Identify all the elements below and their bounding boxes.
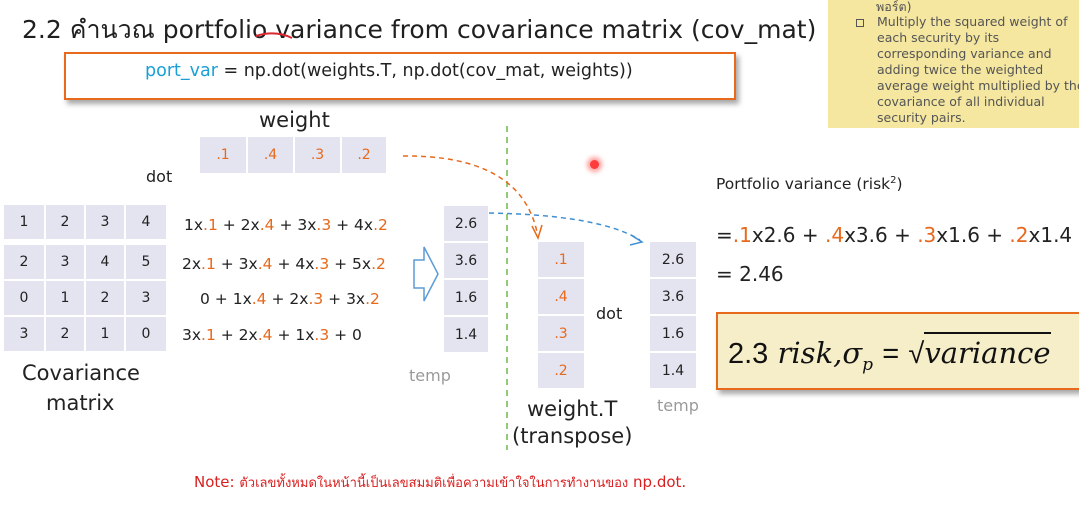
expansion-row: 2x.1 + 3x.4 + 4x.3 + 5x.2 xyxy=(182,255,386,273)
weight-t-label-line1: weight.T xyxy=(527,397,618,421)
dot-label: dot xyxy=(146,167,173,186)
cov-cell: 3 xyxy=(86,205,124,239)
cov-cell: 2 xyxy=(46,317,84,351)
temp-label: temp xyxy=(657,396,699,415)
cov-cell: 2 xyxy=(4,245,44,279)
weight-t-cell: .1 xyxy=(538,242,584,277)
weight-label: weight xyxy=(259,108,330,132)
cov-cell: 0 xyxy=(4,281,44,315)
risk-formula: 2.3 risk,σp = √variance xyxy=(728,332,1051,375)
expansion-row: 0 + 1x.4 + 2x.3 + 3x.2 xyxy=(200,290,380,308)
section-number: 2.2 xyxy=(22,15,62,44)
temp-label: temp xyxy=(409,366,451,385)
code-line: port_var = np.dot(weights.T, np.dot(cov_… xyxy=(145,61,633,81)
page-title: 2.2 คำนวณ portfolio variance from covari… xyxy=(22,10,816,50)
expansion-row: 3x.1 + 2x.4 + 1x.3 + 0 xyxy=(182,326,362,344)
title-thai: คำนวณ xyxy=(69,15,155,44)
cov-cell: 1 xyxy=(4,205,44,239)
code-expression: = np.dot(weights.T, np.dot(cov_mat, weig… xyxy=(223,61,633,81)
weight-cell: .1 xyxy=(200,137,246,173)
temp-cell: 3.6 xyxy=(444,243,488,278)
cov-cell: 1 xyxy=(46,281,84,315)
note-text: Multiply the squared weight of each secu… xyxy=(877,14,1079,125)
code-box xyxy=(64,52,736,100)
cov-cell: 2 xyxy=(46,205,84,239)
right-arrow-icon xyxy=(413,246,439,302)
cov-cell: 4 xyxy=(86,245,124,279)
cov-cell: 1 xyxy=(86,317,124,351)
bottom-note: Note: ตัวเลขทั้งหมดในหน้านี้เป็นเลขสมมติ… xyxy=(194,473,687,491)
temp-cell: 1.4 xyxy=(444,317,488,352)
cov-cell: 0 xyxy=(126,317,166,351)
weight-t-cell: .3 xyxy=(538,316,584,351)
pv-formula: =.1x2.6 + .4x3.6 + .3x1.6 + .2x1.4 xyxy=(716,223,1073,247)
bullet-icon xyxy=(856,19,864,27)
code-variable: port_var xyxy=(145,61,218,81)
cov-cell: 3 xyxy=(126,281,166,315)
weight-t-label-line2: (transpose) xyxy=(512,424,633,448)
note-top-text: พอร์ต) xyxy=(876,0,912,14)
weight-t-cell: .2 xyxy=(538,353,584,388)
title-text: portfolio variance from covariance matri… xyxy=(162,15,817,44)
cov-cell: 3 xyxy=(4,317,44,351)
cov-cell: 2 xyxy=(86,281,124,315)
pv-label: Portfolio variance (risk2) xyxy=(716,175,903,194)
weight-cell: .4 xyxy=(248,137,293,173)
pv-result: = 2.46 xyxy=(716,262,784,286)
temp-cell: 1.6 xyxy=(650,316,696,351)
cov-label-line1: Covariance xyxy=(22,361,140,385)
weight-t-cell: .4 xyxy=(538,279,584,314)
weight-cell: .2 xyxy=(342,137,386,173)
cov-cell: 3 xyxy=(46,245,84,279)
temp-cell: 2.6 xyxy=(444,206,488,241)
cov-label-line2: matrix xyxy=(46,391,115,415)
note-box: พอร์ต) Multiply the squared weight of ea… xyxy=(828,0,1079,128)
temp-cell: 2.6 xyxy=(650,242,696,277)
expansion-row: 1x.1 + 2x.4 + 3x.3 + 4x.2 xyxy=(184,216,388,234)
temp-cell: 1.4 xyxy=(650,353,696,388)
cov-cell: 4 xyxy=(126,205,166,239)
dot-label: dot xyxy=(596,304,623,323)
cov-cell: 5 xyxy=(126,245,166,279)
risk-box xyxy=(716,312,1079,390)
temp-cell: 3.6 xyxy=(650,279,696,314)
weight-cell: .3 xyxy=(295,137,340,173)
laser-pointer-icon xyxy=(590,160,599,169)
temp-cell: 1.6 xyxy=(444,280,488,315)
